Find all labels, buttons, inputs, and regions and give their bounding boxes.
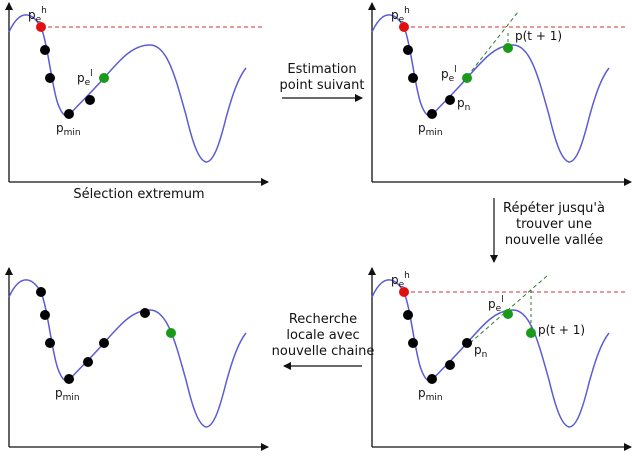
- label-p-next: p(t + 1): [538, 323, 585, 337]
- point-red-max: [36, 22, 46, 32]
- arrow-local-search: Recherche locale avec nouvelle chaine: [272, 312, 375, 370]
- point-green-next: [526, 328, 536, 338]
- caption-repeat-line1: Répéter jusqu'à: [503, 201, 605, 216]
- point-green: [462, 73, 472, 83]
- caption-estimation-line2: point suivant: [280, 78, 365, 93]
- panel-local-search: pmin: [5, 267, 269, 451]
- point-black: [36, 287, 46, 297]
- point-black: [140, 308, 150, 318]
- point-black: [45, 73, 55, 83]
- energy-curve: [8, 279, 247, 428]
- caption-repeat-line3: nouvelle vallée: [505, 233, 603, 248]
- label-pn: pn: [474, 343, 487, 360]
- point-green: [99, 73, 109, 83]
- point-red-max: [399, 22, 409, 32]
- caption-local-search-line3: nouvelle chaine: [272, 344, 375, 359]
- caption-selection-extremum: Sélection extremum: [73, 187, 204, 202]
- point-black: [85, 95, 95, 105]
- label-pel: pel: [77, 69, 93, 88]
- point-black-pn: [462, 338, 472, 348]
- point-black-min: [427, 374, 437, 384]
- label-peh: peh: [28, 6, 47, 25]
- point-black: [40, 45, 50, 55]
- point-black-pn: [445, 95, 455, 105]
- point-black: [403, 310, 413, 320]
- arrow-repeat: Répéter jusqu'à trouver une nouvelle val…: [490, 198, 605, 263]
- label-pel: pel: [441, 65, 457, 84]
- point-black: [83, 357, 93, 367]
- caption-repeat-line2: trouver une: [516, 217, 592, 232]
- point-black: [408, 73, 418, 83]
- point-black: [403, 45, 413, 55]
- caption-estimation-line1: Estimation: [287, 62, 356, 77]
- point-black-min: [427, 109, 437, 119]
- label-peh: peh: [391, 271, 410, 290]
- caption-local-search-line2: locale avec: [286, 328, 359, 343]
- tangent-dashed-line: [469, 274, 549, 344]
- point-green: [503, 309, 513, 319]
- label-pmin: pmin: [418, 121, 443, 138]
- label-pmin: pmin: [56, 121, 81, 138]
- point-black: [445, 360, 455, 370]
- point-black: [40, 310, 50, 320]
- arrow-estimation: Estimation point suivant: [280, 62, 365, 102]
- point-black: [99, 338, 109, 348]
- point-red-max: [399, 287, 409, 297]
- panel-estimation: peh pel pn pmin p(t + 1): [368, 2, 632, 186]
- point-black: [45, 338, 55, 348]
- energy-curve: [371, 279, 610, 428]
- label-pmin: pmin: [55, 386, 80, 403]
- point-black: [408, 338, 418, 348]
- energy-curve: [8, 14, 247, 163]
- tangent-dashed-line: [462, 11, 519, 83]
- label-peh: peh: [391, 6, 410, 25]
- panel-repeat: peh pel pn pmin p(t + 1): [368, 267, 632, 451]
- point-green-next: [503, 43, 513, 53]
- caption-local-search-line1: Recherche: [289, 312, 357, 327]
- label-pel: pel: [488, 295, 504, 314]
- point-black-min: [64, 374, 74, 384]
- label-pmin: pmin: [418, 386, 443, 403]
- point-black-min: [64, 109, 74, 119]
- label-p-next: p(t + 1): [515, 29, 562, 43]
- energy-curve: [371, 14, 610, 163]
- label-pn: pn: [457, 96, 470, 113]
- point-green: [166, 328, 176, 338]
- panel-selection-extremum: peh pel pmin Sélection extremum: [5, 2, 269, 202]
